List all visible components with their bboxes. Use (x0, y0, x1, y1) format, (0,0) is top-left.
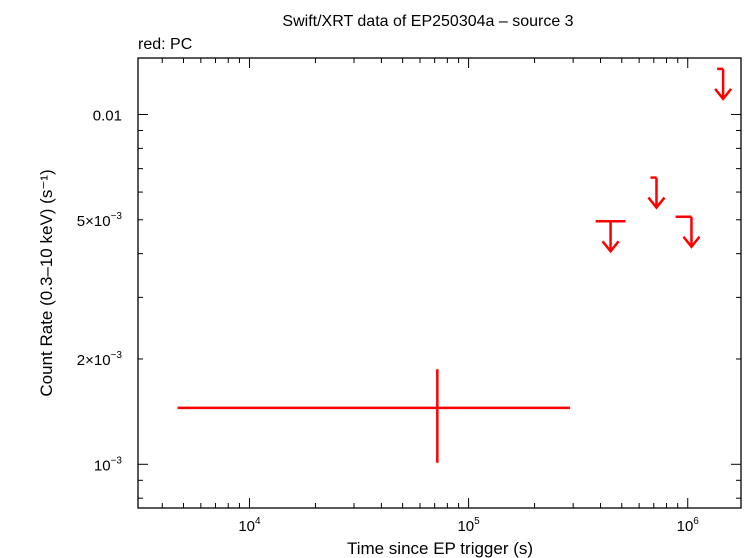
x-tick-label: 104 (238, 516, 261, 535)
y-axis-label: Count Rate (0.3–10 keV) (s⁻¹) (37, 169, 56, 396)
y-tick-label: 2×10−3 (77, 350, 123, 369)
y-tick-label: 10−3 (94, 455, 123, 474)
upper-limit-arrow-head (714, 88, 733, 101)
data-series (177, 67, 733, 463)
y-tick-label: 5×10−3 (77, 211, 123, 230)
y-tick-label: 0.01 (93, 107, 122, 124)
axis-tick-labels: 104 105 106 10−3 2×10−3 5×10−3 0.01 (77, 107, 700, 535)
upper-limit-arrow-head (601, 240, 620, 254)
upper-limit-arrow-head (647, 196, 666, 210)
chart-subtitle: red: PC (138, 36, 192, 53)
x-tick-label: 106 (677, 516, 700, 535)
axis-ticks (138, 58, 741, 508)
x-axis-label: Time since EP trigger (s) (347, 539, 533, 558)
x-tick-label: 105 (457, 516, 480, 535)
chart-title: Swift/XRT data of EP250304a – source 3 (282, 13, 573, 30)
plot-area (137, 57, 742, 509)
upper-limit-arrow-head (682, 235, 701, 249)
